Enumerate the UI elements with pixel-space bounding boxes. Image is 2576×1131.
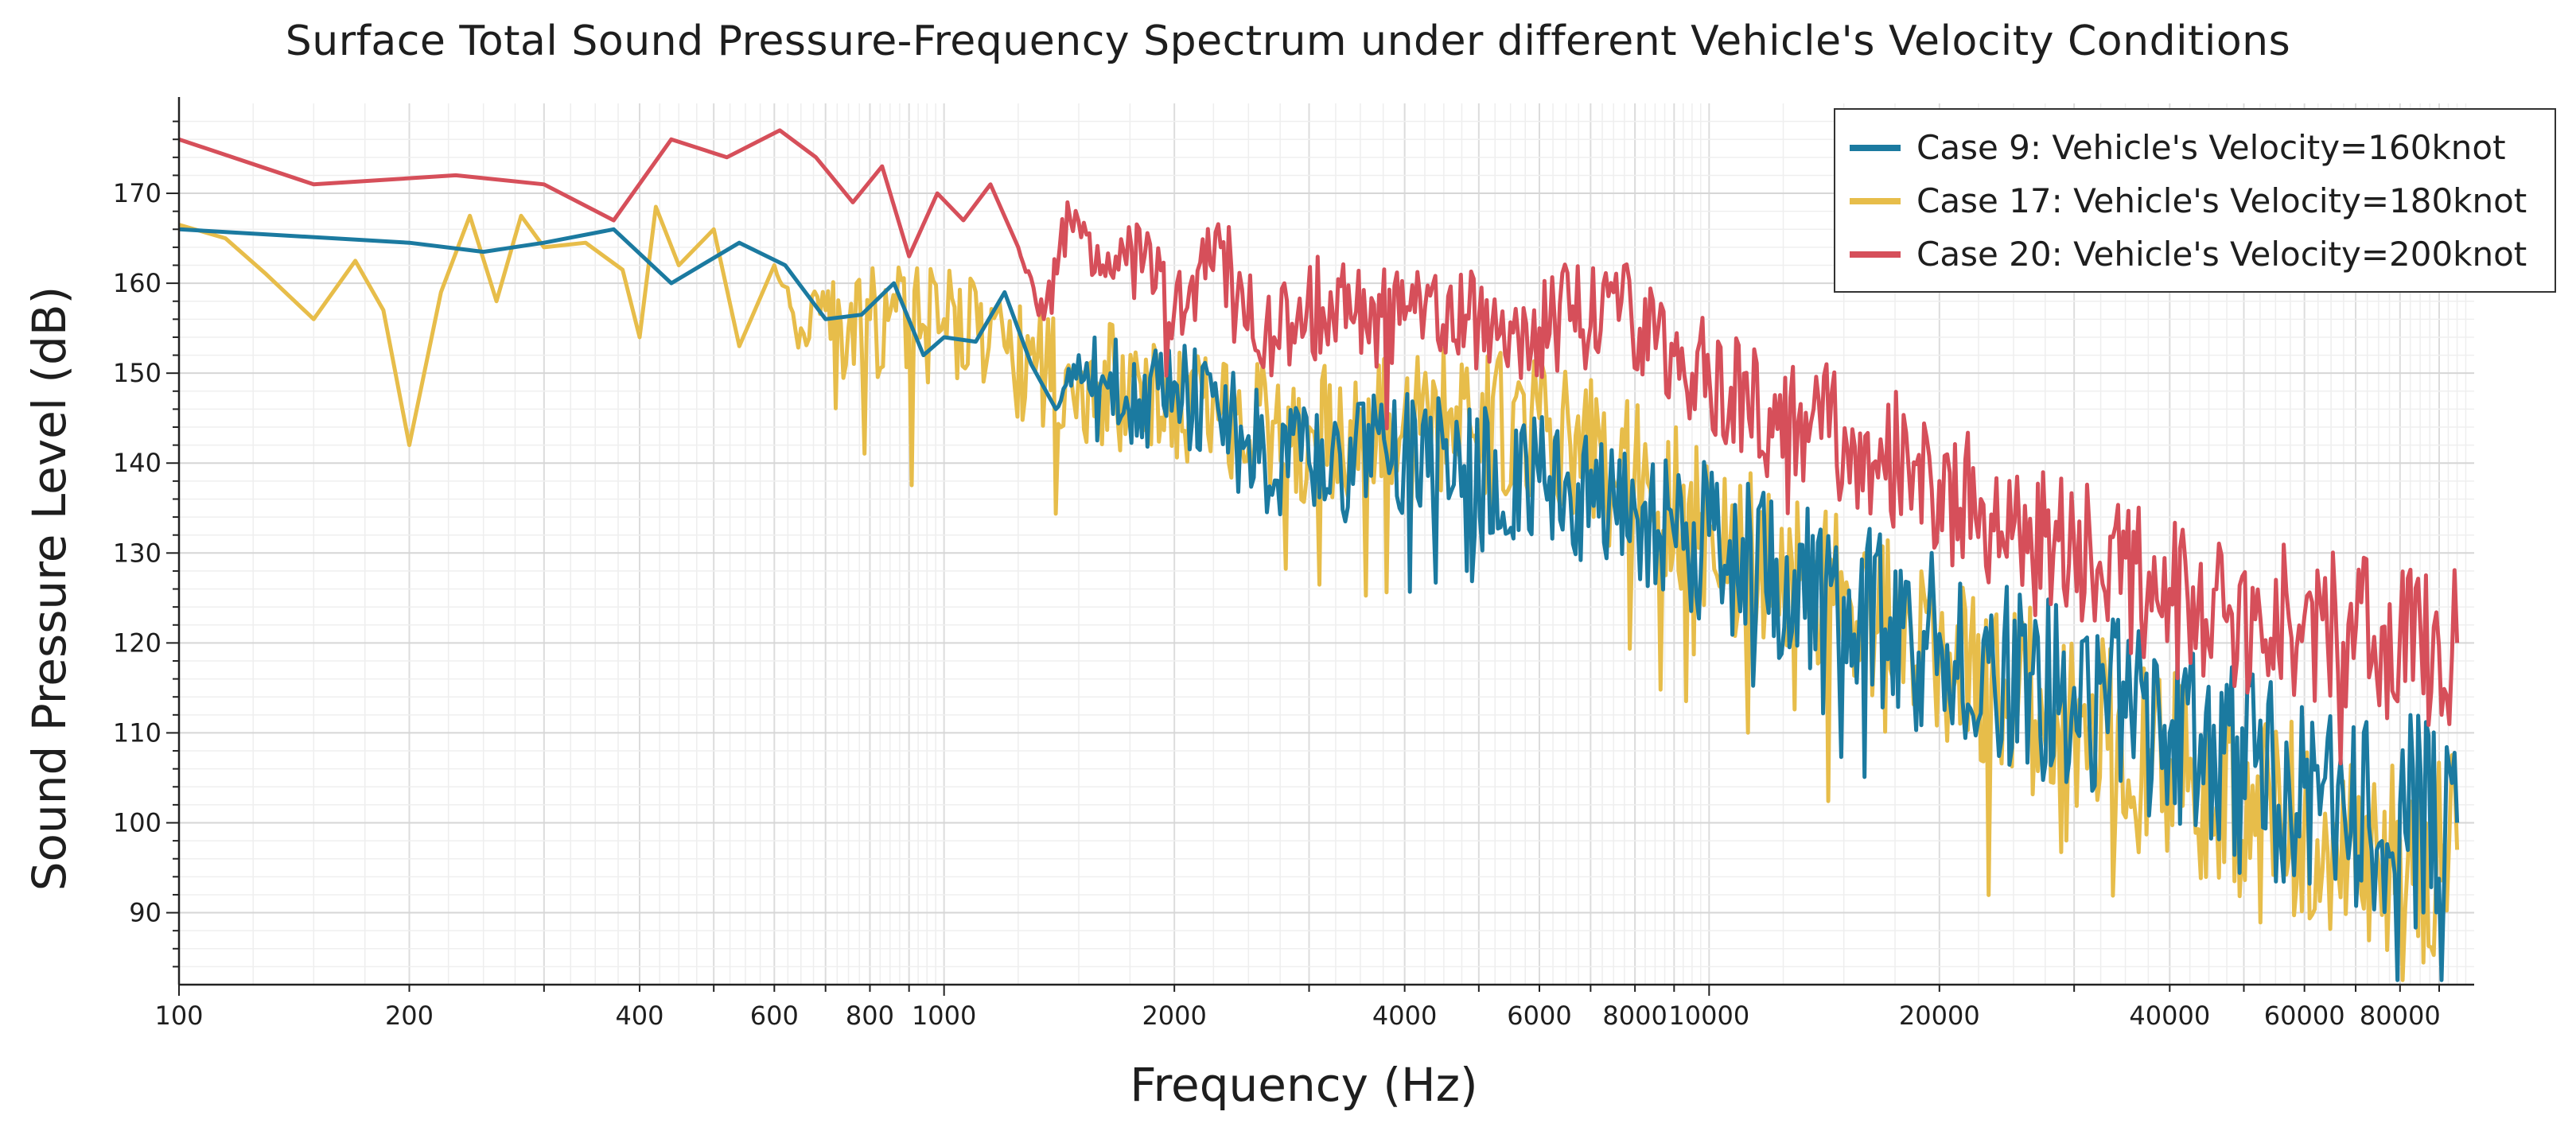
y-tick-label: 90 <box>129 898 161 928</box>
y-tick-label: 110 <box>113 717 161 748</box>
legend-label: Case 17: Vehicle's Velocity=180knot <box>1916 181 2527 220</box>
axes: 90 100 110 120 130 140 150 160 170 100 200 400 600 80… <box>113 97 2474 1031</box>
y-tick-label: 130 <box>113 538 161 568</box>
series-line-1 <box>178 227 2460 982</box>
y-tick-label: 120 <box>113 628 161 658</box>
legend-item: Case 20: Vehicle's Velocity=200knot <box>1850 227 2540 281</box>
y-axis-label: Sound Pressure Level (dB) <box>22 286 76 892</box>
x-tick-label: 1000 <box>912 1001 976 1031</box>
legend-item: Case 9: Vehicle's Velocity=160knot <box>1850 121 2540 174</box>
legend-swatch-case-20 <box>1850 251 1901 258</box>
x-axis-label: Frequency (Hz) <box>1130 1058 1478 1112</box>
x-tick-label: 10000 <box>1668 1001 1749 1031</box>
y-tick-label: 100 <box>113 807 161 838</box>
x-tick-label: 2000 <box>1142 1001 1206 1031</box>
x-tick-label: 600 <box>750 1001 799 1031</box>
y-tick-label: 150 <box>113 358 161 388</box>
x-tick-label: 8000 <box>1602 1001 1667 1031</box>
y-tick-label: 170 <box>113 178 161 208</box>
x-tick-label: 40000 <box>2129 1001 2210 1031</box>
x-tick-label: 200 <box>385 1001 434 1031</box>
x-tick-label: 800 <box>846 1001 894 1031</box>
chart-title: Surface Total Sound Pressure-Frequency S… <box>285 17 2291 65</box>
x-tick-label: 20000 <box>1899 1001 1980 1031</box>
legend-swatch-case-9 <box>1850 144 1901 151</box>
x-tick-label: 100 <box>154 1001 203 1031</box>
y-tick-label: 160 <box>113 268 161 298</box>
x-tick-label: 400 <box>615 1001 663 1031</box>
series-layer <box>178 128 2460 982</box>
legend-label: Case 20: Vehicle's Velocity=200knot <box>1916 235 2527 274</box>
x-tick-label: 4000 <box>1372 1001 1437 1031</box>
legend-swatch-case-17 <box>1850 197 1901 204</box>
legend-label: Case 9: Vehicle's Velocity=160knot <box>1916 128 2506 167</box>
x-tick-label: 60000 <box>2264 1001 2345 1031</box>
legend: Case 9: Vehicle's Velocity=160knot Case … <box>1834 108 2556 293</box>
x-tick-label: 80000 <box>2360 1001 2441 1031</box>
y-tick-label: 140 <box>113 448 161 478</box>
x-tick-label: 6000 <box>1507 1001 1571 1031</box>
series-line-2 <box>178 128 2460 766</box>
legend-item: Case 17: Vehicle's Velocity=180knot <box>1850 174 2540 227</box>
